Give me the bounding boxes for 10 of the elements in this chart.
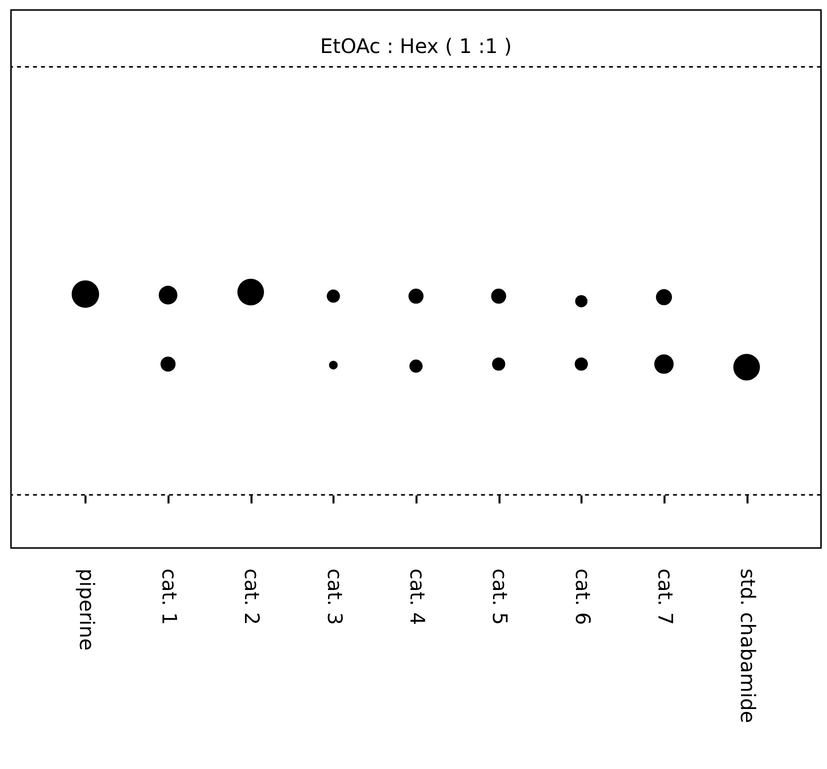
x-tick-label: cat. 1 [158,568,182,626]
x-tick-label: cat. 7 [653,568,678,626]
x-tick-label: cat. 3 [322,568,347,626]
x-tick-label: cat. 4 [406,568,430,626]
x-tick-label: piperine [74,568,99,651]
chart-title: EtOAc : Hex ( 1 :1 ) [320,34,512,58]
x-tick-label: cat. 6 [570,568,595,626]
x-tick-label: cat. 2 [240,568,264,626]
x-tick-label: cat. 5 [488,568,512,626]
x-tick-label: std. chabamide [736,568,760,724]
